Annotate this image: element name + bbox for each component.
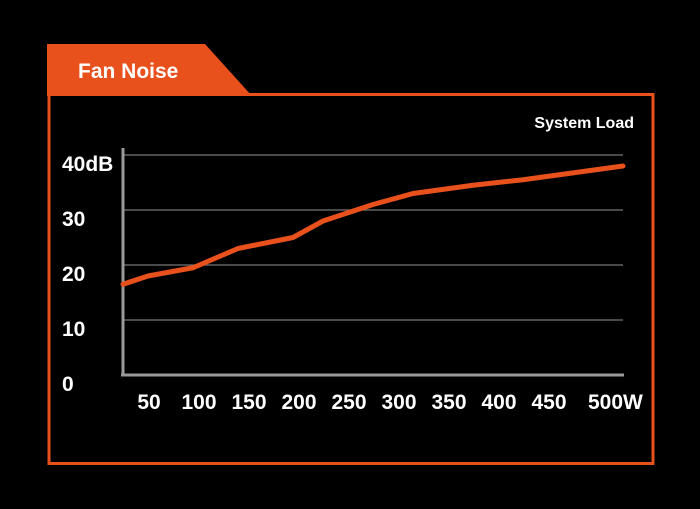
chart-frame xyxy=(47,93,655,465)
axes xyxy=(121,148,624,377)
x-tick-label: 150 xyxy=(231,391,266,414)
chart-title: Fan Noise xyxy=(78,60,178,83)
series-lines xyxy=(120,163,626,287)
y-tick-label: 20 xyxy=(62,263,85,286)
grid-lines xyxy=(123,154,623,321)
y-tick-label: 0 xyxy=(62,373,74,396)
x-tick-label: 400 xyxy=(481,391,516,414)
x-tick-label: 50 xyxy=(137,391,160,414)
x-tick-label: 250 xyxy=(331,391,366,414)
series-line-0 xyxy=(120,163,626,287)
x-tick-label: 300 xyxy=(381,391,416,414)
y-tick-label: 30 xyxy=(62,208,85,231)
x-tick-label: 500W xyxy=(588,391,643,414)
series-label: System Load xyxy=(534,115,634,132)
title-tab xyxy=(47,44,252,96)
y-tick-labels: 0 10 20 30 40dB xyxy=(62,153,113,396)
x-tick-label: 350 xyxy=(431,391,466,414)
y-tick-label: 10 xyxy=(62,318,85,341)
x-tick-label: 100 xyxy=(181,391,216,414)
x-tick-label: 200 xyxy=(281,391,316,414)
y-tick-label: 40dB xyxy=(62,153,113,176)
x-tick-label: 450 xyxy=(531,391,566,414)
x-tick-labels: 50 100 150 200 250 300 350 400 450 500W xyxy=(137,391,643,414)
